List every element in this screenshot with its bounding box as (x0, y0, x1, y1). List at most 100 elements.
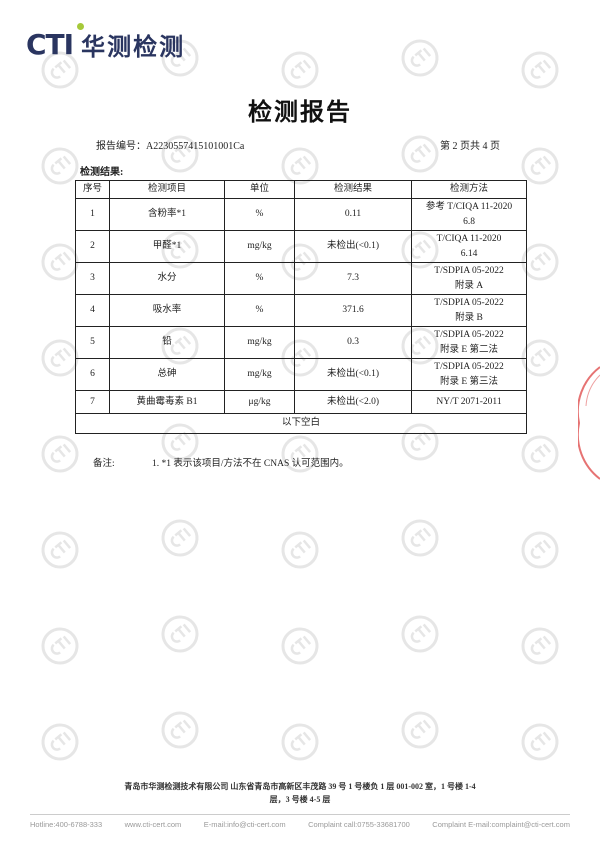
method-line: 附录 E 第二法 (439, 344, 499, 355)
watermark-cti-icon (521, 51, 559, 89)
notes-label: 备注: (93, 459, 115, 469)
table-row: 4 吸水率 % 371.6 T/SDPIA 05-2022 附录 B (75, 294, 527, 327)
unit: % (224, 294, 295, 327)
blank-below: 以下空白 (75, 413, 527, 434)
watermark-cti-icon (521, 627, 559, 665)
result: 未检出(<2.0) (294, 390, 412, 414)
watermark-cti-icon (41, 531, 79, 569)
complaint-call: Complaint call:0755-33681700 (308, 820, 410, 829)
watermark-cti-icon (401, 519, 439, 557)
method-line: 附录 A (454, 280, 484, 291)
company-address: 青岛市华测检测技术有限公司 山东省青岛市高新区丰茂路 39 号 1 号楼负 1 … (80, 780, 520, 806)
method-line: T/SDPIA 05-2022 (434, 265, 504, 276)
row-number: 1 (75, 198, 110, 231)
method-line: 参考 T/CIQA 11-2020 (425, 201, 513, 212)
watermark-cti-icon (521, 531, 559, 569)
page-title: 检测报告 (248, 100, 352, 126)
page-number: 第 2 页共 4 页 (440, 141, 500, 152)
results-table: 序号 检测项目 单位 检测结果 检测方法 1 含粉率*1 % 0.11 参考 T… (75, 180, 527, 434)
table-row: 7 黄曲霉毒素 B1 μg/kg 未检出(<2.0) NY/T 2071-201… (75, 390, 527, 414)
result: 未检出(<0.1) (294, 230, 412, 263)
test-item: 甲醛*1 (109, 230, 225, 263)
method: T/SDPIA 05-2022 附录 E 第三法 (411, 358, 527, 391)
result: 未检出(<0.1) (294, 358, 412, 391)
result: 0.11 (294, 198, 412, 231)
method-line: NY/T 2071-2011 (436, 396, 502, 407)
row-number: 4 (75, 294, 110, 327)
row-number: 7 (75, 390, 110, 414)
watermark-cti-icon (41, 627, 79, 665)
hotline: Hotline:400-6788-333 (30, 820, 103, 829)
unit: μg/kg (224, 390, 295, 414)
watermark-cti-icon (521, 723, 559, 761)
method-line: T/SDPIA 05-2022 (434, 361, 504, 372)
watermark-cti-icon (401, 135, 439, 173)
unit: % (224, 198, 295, 231)
section-label: 检测结果: (80, 167, 124, 178)
unit: mg/kg (224, 326, 295, 359)
test-item: 含粉率*1 (109, 198, 225, 231)
watermark-cti-icon (281, 723, 319, 761)
watermark-cti-icon (41, 723, 79, 761)
table-header: 序号 检测项目 单位 检测结果 检测方法 (75, 180, 527, 199)
result: 7.3 (294, 262, 412, 295)
website-link[interactable]: www.cti-cert.com (124, 820, 182, 829)
unit: % (224, 262, 295, 295)
test-item: 吸水率 (109, 294, 225, 327)
col-header: 检测结果 (294, 180, 412, 199)
unit: mg/kg (224, 358, 295, 391)
method: 参考 T/CIQA 11-2020 6.8 (411, 198, 527, 231)
email-link[interactable]: E-mail:info@cti-cert.com (203, 820, 286, 829)
footer-contacts: Hotline:400-6788-333 www.cti-cert.com E-… (30, 820, 570, 829)
method-line: 6.14 (460, 248, 478, 259)
logo-cn: 华测检测 (81, 33, 186, 61)
watermark-cti-icon (281, 51, 319, 89)
method: T/SDPIA 05-2022 附录 A (411, 262, 527, 295)
col-header: 检测项目 (109, 180, 225, 199)
table-row: 1 含粉率*1 % 0.11 参考 T/CIQA 11-2020 6.8 (75, 198, 527, 231)
method: T/CIQA 11-2020 6.14 (411, 230, 527, 263)
watermark-cti-icon (521, 435, 559, 473)
footer-divider (30, 814, 570, 815)
test-item: 总砷 (109, 358, 225, 391)
unit: mg/kg (224, 230, 295, 263)
watermark-cti-icon (281, 435, 319, 473)
test-item: 铅 (109, 326, 225, 359)
complaint-email-link[interactable]: Complaint E-mail:complaint@cti-cert.com (432, 820, 570, 829)
watermark-cti-icon (161, 615, 199, 653)
watermark-cti-icon (41, 435, 79, 473)
table-row: 2 甲醛*1 mg/kg 未检出(<0.1) T/CIQA 11-2020 6.1… (75, 230, 527, 263)
table-row: 6 总砷 mg/kg 未检出(<0.1) T/SDPIA 05-2022 附录 E… (75, 358, 527, 391)
test-item: 黄曲霉毒素 B1 (109, 390, 225, 414)
watermark-cti-icon (281, 627, 319, 665)
watermark-cti-icon (281, 531, 319, 569)
method-line: T/CIQA 11-2020 (436, 233, 502, 244)
method: T/SDPIA 05-2022 附录 B (411, 294, 527, 327)
method-line: T/SDPIA 05-2022 (434, 297, 504, 308)
test-item: 水分 (109, 262, 225, 295)
method-line: T/SDPIA 05-2022 (434, 329, 504, 340)
watermark-cti-icon (161, 519, 199, 557)
col-header: 检测方法 (411, 180, 527, 199)
row-number: 2 (75, 230, 110, 263)
table-row: 3 水分 % 7.3 T/SDPIA 05-2022 附录 A (75, 262, 527, 295)
row-number: 5 (75, 326, 110, 359)
method: NY/T 2071-2011 (411, 390, 527, 414)
report-number: 报告编号：A2230557415101001Ca (96, 141, 245, 152)
table-row: 5 铅 mg/kg 0.3 T/SDPIA 05-2022 附录 E 第二法 (75, 326, 527, 359)
watermark-cti-icon (401, 615, 439, 653)
result: 0.3 (294, 326, 412, 359)
notes-text: 1. *1 表示该项目/方法不在 CNAS 认可范围内。 (152, 459, 349, 469)
cti-logo: CTI 华测检测 (26, 23, 186, 62)
watermark-cti-icon (401, 711, 439, 749)
logo-text: CTI (26, 28, 74, 61)
watermark-cti-icon (401, 39, 439, 77)
row-number: 6 (75, 358, 110, 391)
watermark-cti-icon (161, 711, 199, 749)
row-number: 3 (75, 262, 110, 295)
col-header: 单位 (224, 180, 295, 199)
method: T/SDPIA 05-2022 附录 E 第二法 (411, 326, 527, 359)
method-line: 附录 E 第三法 (439, 376, 499, 387)
logo-dot-icon (77, 23, 84, 30)
red-seal-stamp (578, 366, 600, 480)
